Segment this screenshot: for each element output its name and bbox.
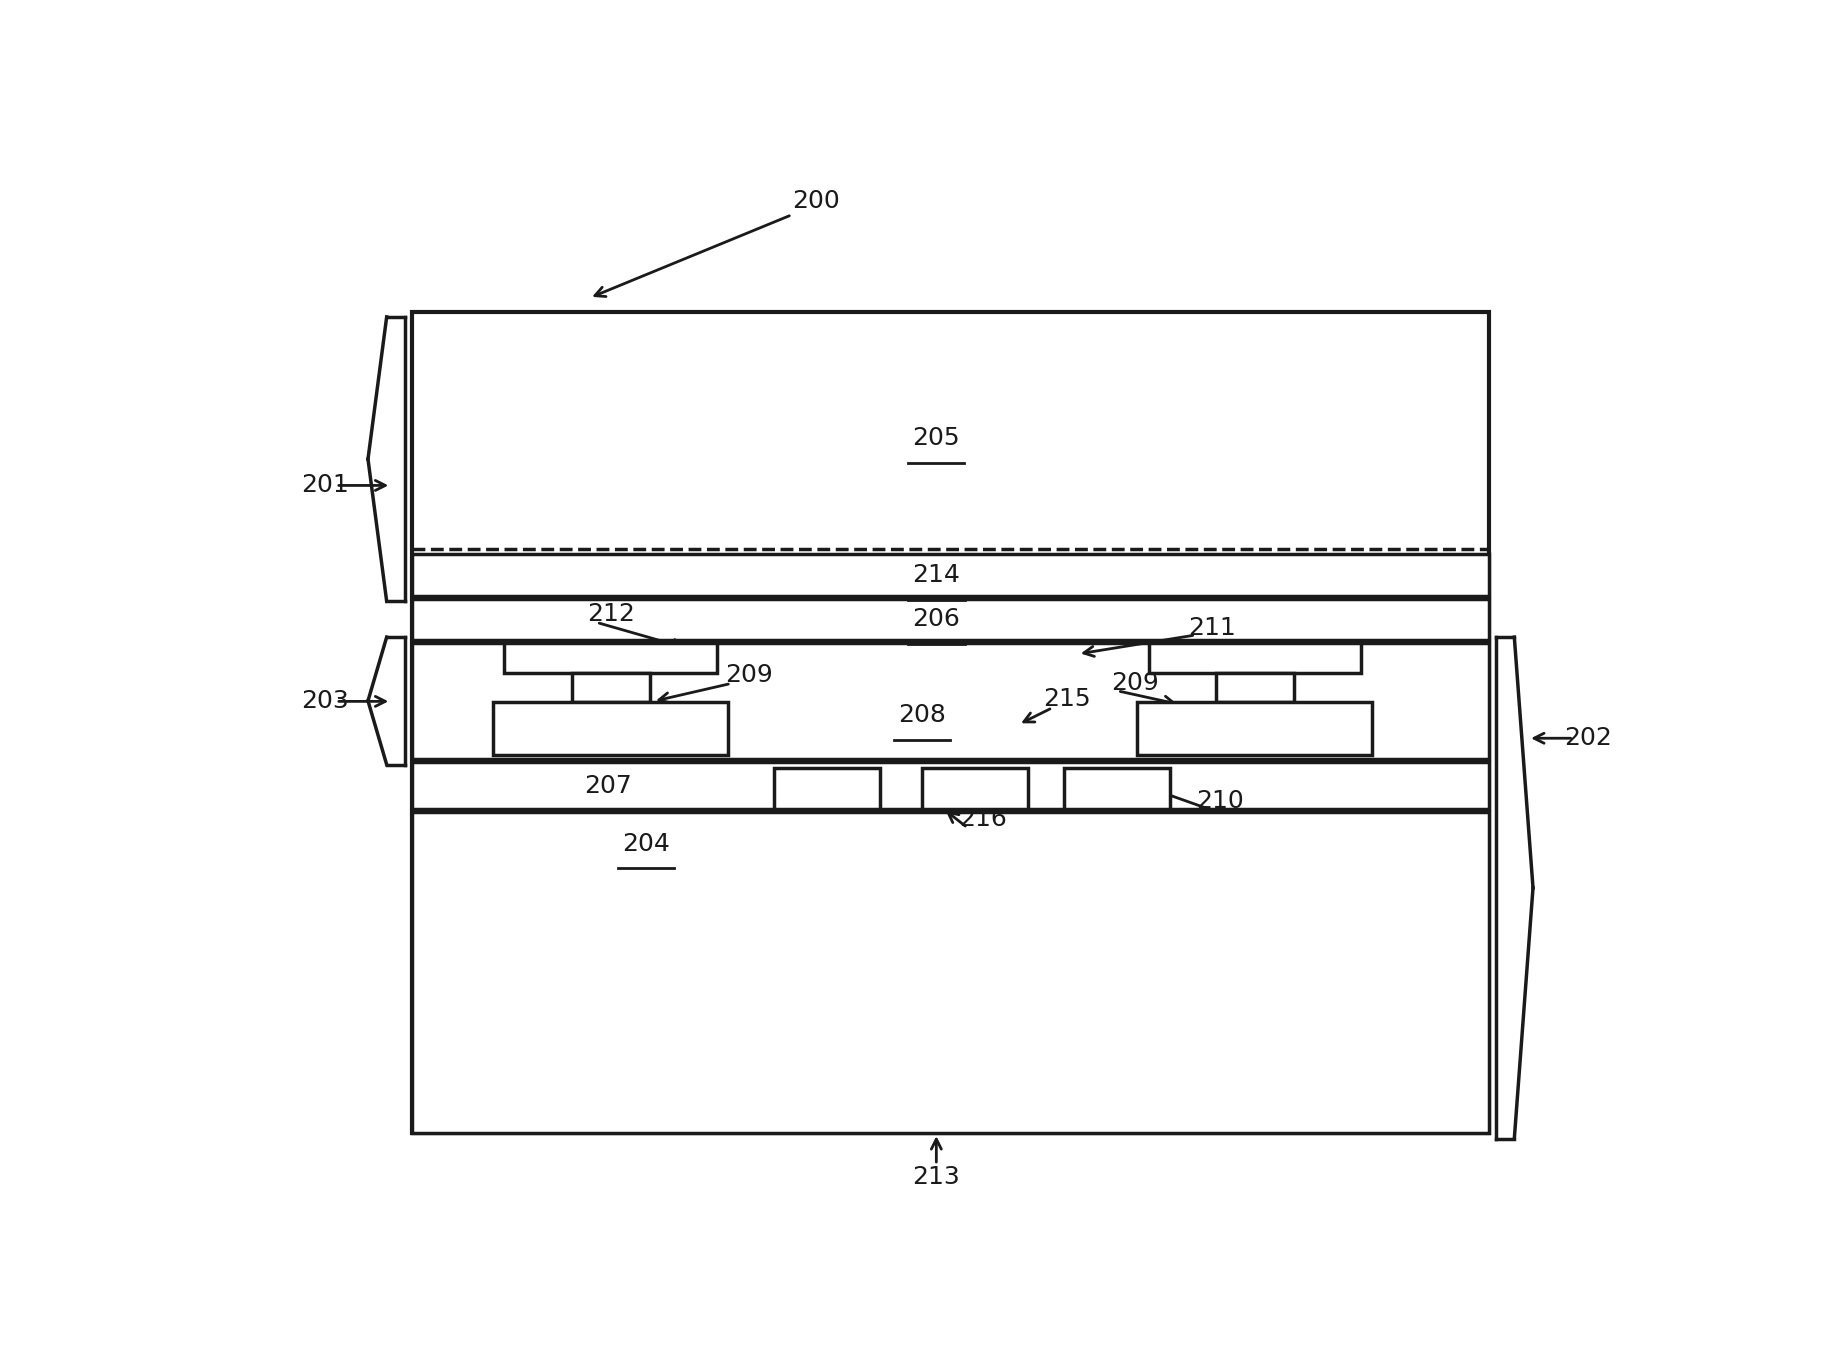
Text: 216: 216 bbox=[959, 807, 1007, 832]
Bar bbox=[572, 673, 650, 702]
Text: 205: 205 bbox=[912, 425, 961, 450]
Text: 215: 215 bbox=[1043, 687, 1091, 711]
Bar bbox=[413, 312, 1489, 1133]
Text: 213: 213 bbox=[912, 1166, 961, 1190]
Bar bbox=[1138, 702, 1372, 755]
Bar bbox=[413, 643, 1489, 759]
Text: 204: 204 bbox=[623, 832, 671, 855]
Bar bbox=[1217, 673, 1294, 702]
Text: 201: 201 bbox=[301, 473, 349, 498]
Bar bbox=[923, 767, 1029, 808]
Text: 209: 209 bbox=[725, 663, 773, 687]
Text: 212: 212 bbox=[586, 602, 634, 627]
Bar bbox=[413, 554, 1489, 596]
Bar bbox=[1149, 643, 1361, 673]
Text: 211: 211 bbox=[1189, 616, 1237, 640]
Text: 202: 202 bbox=[1564, 726, 1611, 750]
Text: 210: 210 bbox=[1195, 789, 1244, 814]
Bar bbox=[504, 643, 716, 673]
Text: 203: 203 bbox=[301, 689, 349, 713]
Bar bbox=[413, 762, 1489, 808]
Bar bbox=[413, 813, 1489, 1133]
Text: 206: 206 bbox=[912, 607, 961, 631]
Text: 207: 207 bbox=[585, 774, 632, 798]
Text: 214: 214 bbox=[912, 564, 961, 587]
Text: 200: 200 bbox=[793, 189, 840, 213]
Text: 208: 208 bbox=[899, 703, 946, 726]
Text: 209: 209 bbox=[1111, 672, 1158, 695]
Bar bbox=[413, 599, 1489, 640]
Bar bbox=[1063, 767, 1169, 808]
Bar bbox=[493, 702, 729, 755]
Bar bbox=[773, 767, 881, 808]
